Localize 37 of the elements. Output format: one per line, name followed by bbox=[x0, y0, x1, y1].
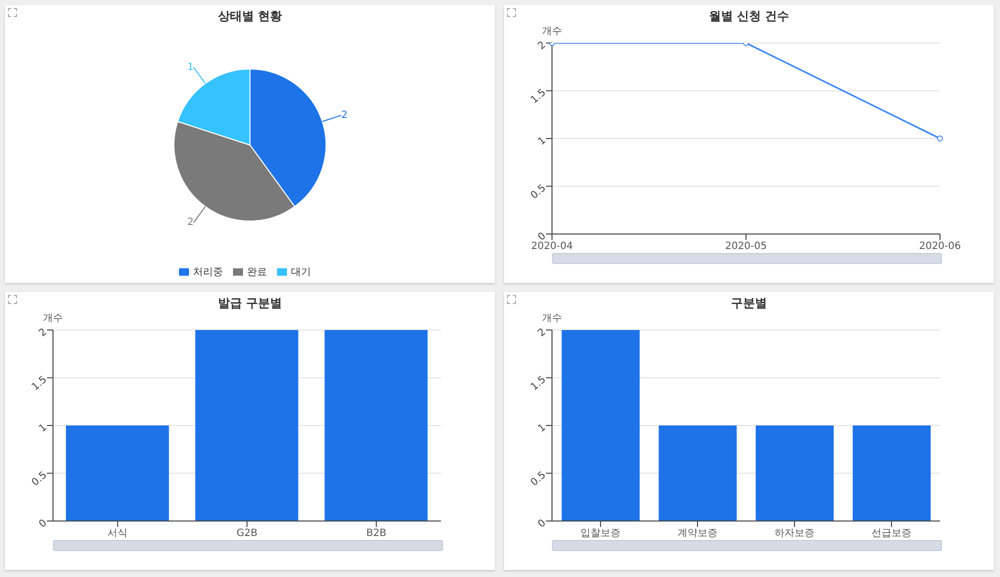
y-tick-label: 1.5 bbox=[528, 87, 548, 106]
y-tick-label: 0.5 bbox=[528, 470, 548, 488]
legend-label: 완료 bbox=[247, 267, 267, 278]
x-tick-label: 하자보증 bbox=[774, 528, 814, 540]
x-tick-label: 2020-06 bbox=[919, 241, 961, 252]
chart-title: 발급 구분별 bbox=[216, 295, 284, 312]
chart-title: 상태별 현황 bbox=[216, 8, 284, 25]
y-tick-label: 0 bbox=[536, 518, 548, 530]
data-label: 2 bbox=[187, 217, 194, 228]
y-tick-label: 1 bbox=[536, 135, 548, 148]
y-axis-title: 개수 bbox=[43, 312, 63, 325]
y-tick-label: 0 bbox=[37, 518, 50, 530]
x-tick-label: 계약보증 bbox=[678, 528, 718, 540]
chart-title: 구분별 bbox=[730, 295, 768, 312]
y-axis-title: 개수 bbox=[542, 25, 562, 38]
data-label: 2 bbox=[341, 110, 348, 121]
y-tick-label: 1 bbox=[37, 422, 50, 435]
legend-label: 대기 bbox=[291, 267, 311, 278]
y-tick-label: 1 bbox=[536, 422, 548, 435]
x-tick-label: 2020-05 bbox=[725, 241, 767, 252]
x-tick-label: B2B bbox=[366, 528, 387, 540]
x-tick-label: 서식 bbox=[108, 528, 128, 540]
chart-title: 월별 신청 건수 bbox=[708, 8, 790, 25]
x-tick-label: 입찰보증 bbox=[580, 528, 620, 540]
data-label: 1 bbox=[187, 62, 194, 73]
x-tick-label: 선급보증 bbox=[872, 528, 912, 540]
y-tick-label: 2 bbox=[37, 326, 50, 340]
y-tick-label: 1.5 bbox=[528, 374, 548, 393]
y-tick-label: 0.5 bbox=[30, 470, 50, 488]
y-tick-label: 1.5 bbox=[30, 374, 50, 393]
y-tick-label: 2 bbox=[536, 40, 548, 52]
legend-label: 처리중 bbox=[193, 267, 223, 278]
x-tick-label: G2B bbox=[236, 528, 258, 540]
y-tick-label: 2 bbox=[536, 326, 548, 340]
y-tick-label: 0.5 bbox=[528, 182, 548, 202]
x-tick-label: 2020-04 bbox=[531, 241, 573, 252]
y-axis-title: 개수 bbox=[542, 312, 562, 325]
